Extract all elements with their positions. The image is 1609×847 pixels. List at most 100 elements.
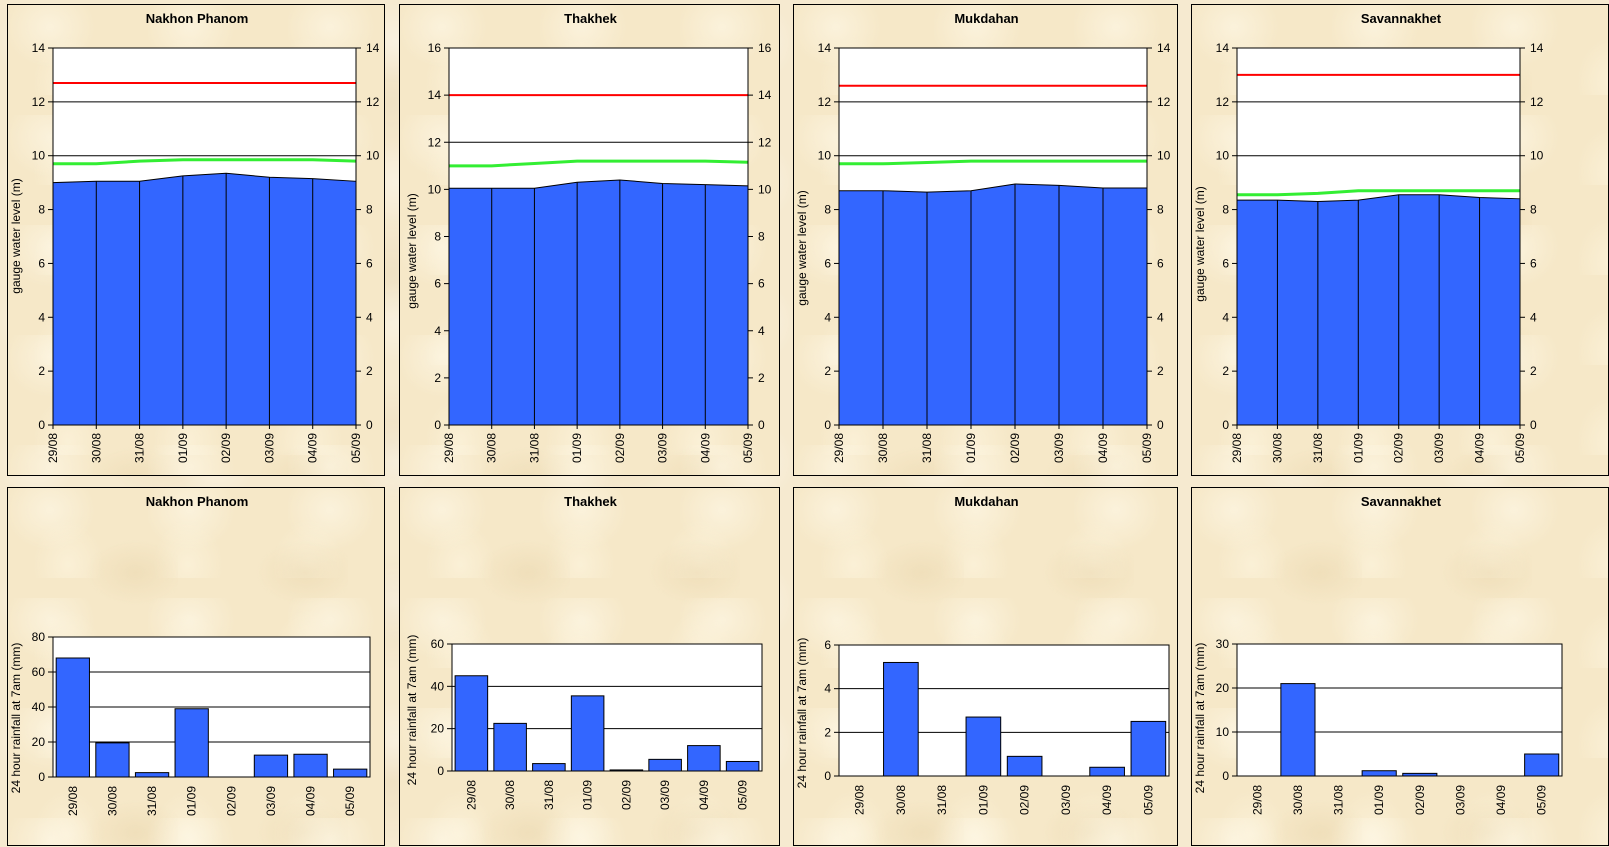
plot-frame (52, 47, 357, 426)
x-tick-label: 02/09 (1018, 785, 1032, 815)
y-tick-label: 10 (818, 149, 832, 163)
bar-31-08 (532, 763, 566, 772)
series-water-level-area (838, 183, 1148, 426)
x-tick-label: 04/09 (1494, 785, 1508, 815)
y-tick-label: 0 (824, 769, 831, 783)
y2-tick-label: 10 (1530, 149, 1544, 163)
x-tick-label: 31/08 (527, 433, 541, 463)
y-tick-label: 2 (434, 371, 441, 385)
x-tick-label: 30/08 (105, 786, 119, 816)
y-axis-label: 24 hour rainfall at 7am (mm) (405, 635, 419, 786)
x-tick-label: 04/09 (304, 786, 318, 816)
chart-title-savannakhet: Savannakhet (1361, 494, 1442, 509)
chart-title-thakhek: Thakhek (564, 494, 618, 509)
y2-tick-label: 12 (758, 135, 772, 149)
y-tick-label: 14 (818, 41, 832, 55)
y2-tick-label: 6 (366, 256, 373, 270)
y-tick-label: 10 (1216, 149, 1230, 163)
y2-tick-label: 2 (1157, 364, 1164, 378)
x-tick-label: 04/09 (306, 433, 320, 463)
x-tick-label: 29/08 (853, 785, 867, 815)
x-tick-label: 29/08 (66, 786, 80, 816)
y-tick-label: 4 (38, 310, 45, 324)
y2-tick-label: 8 (366, 203, 373, 217)
x-tick-label: 29/08 (464, 780, 478, 810)
x-tick-label: 02/09 (1413, 785, 1427, 815)
x-tick-label: 31/08 (542, 780, 556, 810)
y-tick-label: 8 (1222, 203, 1229, 217)
y2-tick-label: 16 (758, 41, 772, 55)
x-tick-label: 31/08 (1311, 433, 1325, 463)
x-tick-label: 29/08 (1250, 785, 1264, 815)
x-tick-label: 30/08 (503, 780, 517, 810)
y-tick-label: 8 (824, 203, 831, 217)
threshold-line-green (449, 159, 749, 168)
bar-02-09 (1006, 755, 1043, 777)
y-tick-label: 6 (1222, 256, 1229, 270)
x-tick-label: 05/09 (1140, 433, 1154, 463)
chart-title-mukdahan: Mukdahan (954, 11, 1018, 26)
x-tick-label: 01/09 (1372, 785, 1386, 815)
y2-tick-label: 4 (758, 324, 765, 338)
y-tick-label: 60 (32, 665, 46, 679)
y-tick-label: 20 (32, 735, 46, 749)
x-tick-label: 03/09 (656, 433, 670, 463)
bar-05-09 (333, 768, 368, 778)
y2-tick-label: 14 (366, 41, 380, 55)
bar-30-08 (1280, 683, 1316, 777)
x-tick-label: 05/09 (1141, 785, 1155, 815)
x-tick-label: 31/08 (133, 433, 147, 463)
y2-tick-label: 12 (366, 95, 380, 109)
y-tick-label: 12 (32, 95, 46, 109)
x-tick-label: 31/08 (935, 785, 949, 815)
y-tick-label: 10 (32, 149, 46, 163)
y-tick-label: 4 (434, 324, 441, 338)
y-tick-label: 2 (38, 364, 45, 378)
bar-01-09 (174, 708, 209, 778)
chart-panel-thakhek-rainfall: Thakhek 24 hour rainfall at 7am (mm) 0 20 40… (399, 487, 780, 846)
x-tick-label: 03/09 (262, 433, 276, 463)
y-tick-label: 2 (824, 364, 831, 378)
threshold-line-green (839, 159, 1147, 166)
plot-frame (838, 47, 1148, 426)
chart-title-nakhon-phanom: Nakhon Phanom (146, 11, 249, 26)
x-tick-label: 01/09 (976, 785, 990, 815)
bar-04-09 (293, 753, 328, 778)
plot-frame (1236, 47, 1521, 426)
x-tick-label: 04/09 (698, 433, 712, 463)
y-tick-label: 12 (818, 95, 832, 109)
x-tick-label: 05/09 (741, 433, 755, 463)
bar-29-08 (454, 675, 489, 772)
bar-30-08 (493, 722, 527, 772)
bar-05-09 (1130, 720, 1167, 777)
x-tick-label: 04/09 (1096, 433, 1110, 463)
chart-panel-thakhek-level: Thakhek gauge water level (m) 0 2 4 6 8 10 12 14 1… (399, 4, 780, 476)
bar-03-09 (648, 758, 682, 772)
y2-tick-label: 4 (1157, 310, 1164, 324)
bar-30-08 (95, 742, 130, 778)
y-tick-label: 0 (434, 418, 441, 432)
x-tick-label: 31/08 (145, 786, 159, 816)
y2-tick-label: 12 (1530, 95, 1544, 109)
bar-01-09 (570, 695, 605, 772)
y-tick-label: 0 (38, 418, 45, 432)
x-tick-label: 30/08 (89, 433, 103, 463)
bar-05-09 (1524, 753, 1560, 777)
series-water-level-area (1236, 194, 1521, 426)
bar-01-09 (965, 716, 1002, 777)
y2-tick-label: 6 (1157, 256, 1164, 270)
x-tick-label: 03/09 (1059, 785, 1073, 815)
y-tick-label: 40 (431, 679, 445, 693)
y2-tick-label: 12 (1157, 95, 1171, 109)
y-tick-label: 2 (1222, 364, 1229, 378)
plot-frame (838, 644, 1170, 777)
y2-tick-label: 2 (1530, 364, 1537, 378)
chart-title-savannakhet: Savannakhet (1361, 11, 1442, 26)
y2-tick-label: 10 (366, 149, 380, 163)
x-tick-label: 04/09 (1473, 433, 1487, 463)
y-tick-label: 10 (428, 182, 442, 196)
y2-tick-label: 14 (1530, 41, 1544, 55)
y-tick-label: 10 (1216, 725, 1230, 739)
bar-30-08 (883, 661, 919, 777)
y2-tick-label: 0 (1157, 418, 1164, 432)
